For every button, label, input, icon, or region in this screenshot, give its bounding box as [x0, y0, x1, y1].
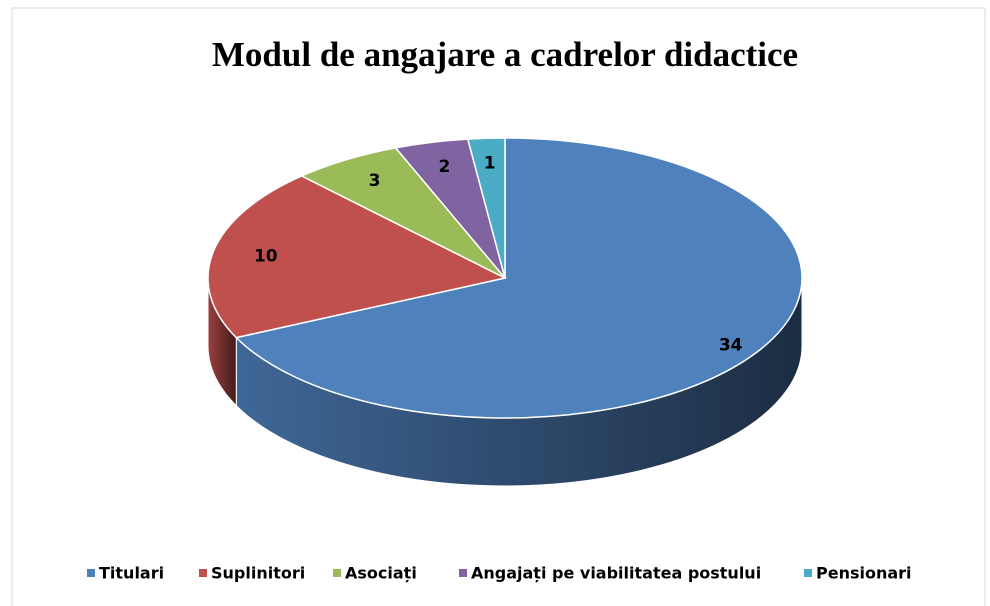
legend-label: Asociați — [345, 564, 417, 583]
legend-swatch — [459, 569, 467, 577]
legend-swatch — [87, 569, 95, 577]
chart-title: Modul de angajare a cadrelor didactice — [212, 35, 798, 74]
legend-label: Pensionari — [816, 564, 912, 583]
legend-label: Titulari — [99, 564, 164, 583]
data-label: 3 — [369, 171, 381, 191]
data-label: 2 — [439, 157, 451, 177]
data-label: 34 — [719, 336, 743, 356]
slice — [234, 137, 803, 419]
data-label: 10 — [254, 246, 278, 266]
legend-swatch — [804, 569, 812, 577]
slice — [466, 137, 506, 279]
legend-label: Angajați pe viabilitatea postului — [471, 564, 761, 583]
legend-label: Suplinitori — [211, 564, 305, 583]
data-label: 1 — [484, 153, 496, 173]
legend-swatch — [199, 569, 207, 577]
slice — [207, 175, 508, 339]
legend-swatch — [333, 569, 341, 577]
